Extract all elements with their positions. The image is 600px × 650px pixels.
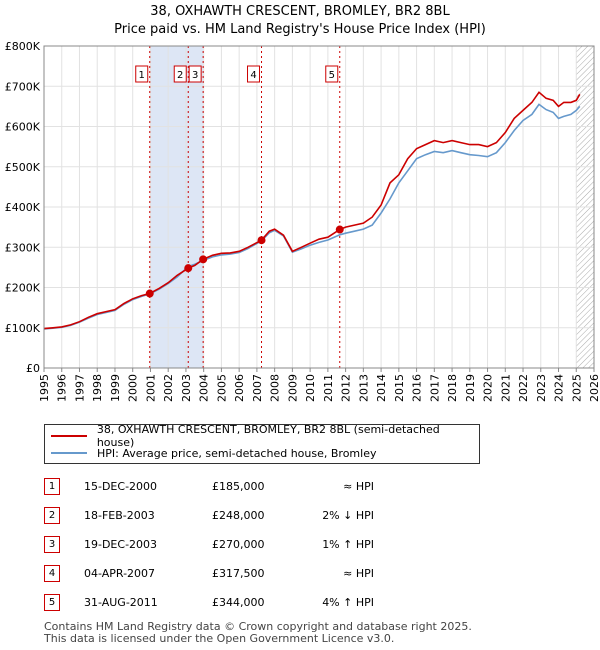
x-tick-label: 1999 <box>109 374 122 402</box>
chart-subtitle: Price paid vs. HM Land Registry's House … <box>114 22 486 37</box>
sale-date: 19-DEC-2003 <box>84 538 158 551</box>
sale-point <box>199 255 208 264</box>
x-tick-label: 2004 <box>198 374 211 402</box>
y-tick-label: £100K <box>5 322 41 335</box>
sale-price: £317,500 <box>212 567 265 580</box>
x-tick-label: 2020 <box>482 374 495 402</box>
sale-label-box <box>135 65 149 83</box>
sale-label-text: 1 <box>139 70 145 81</box>
sale-point <box>335 225 344 234</box>
plot-frame <box>43 45 595 369</box>
sale-hpi-comparison: ≈ HPI <box>343 567 374 580</box>
sale-hpi-comparison: 1% ↑ HPI <box>322 538 374 551</box>
x-tick-label: 2008 <box>269 374 282 402</box>
x-tick-label: 2009 <box>286 374 299 402</box>
sale-badge: 1 <box>44 478 60 495</box>
x-tick-label: 2011 <box>322 374 335 402</box>
sale-badge: 2 <box>44 507 60 524</box>
chart-title: 38, OXHAWTH CRESCENT, BROMLEY, BR2 8BL <box>150 4 450 19</box>
table-row: 4 04-APR-2007 £317,500 ≈ HPI <box>44 559 374 588</box>
x-tick-label: 2021 <box>499 374 512 402</box>
x-tick-label: 1998 <box>91 374 104 402</box>
x-tick-label: 2026 <box>588 374 600 402</box>
x-tick-label: 2014 <box>375 374 388 402</box>
sale-date: 04-APR-2007 <box>84 567 156 580</box>
legend-item-property: 38, OXHAWTH CRESCENT, BROMLEY, BR2 8BL (… <box>51 423 479 449</box>
x-tick-label: 1996 <box>56 374 69 402</box>
footer: Contains HM Land Registry data © Crown c… <box>44 621 472 645</box>
sale-badge: 3 <box>44 536 60 553</box>
x-tick-label: 2015 <box>393 374 406 402</box>
x-tick-label: 2022 <box>517 374 530 402</box>
legend-swatch-hpi <box>51 452 87 454</box>
x-tick-label: 2025 <box>570 374 583 402</box>
x-tick-label: 2013 <box>357 374 370 402</box>
sale-point <box>145 289 154 298</box>
legend-item-hpi: HPI: Average price, semi-detached house,… <box>51 445 376 461</box>
sale-label-box <box>247 65 261 83</box>
footer-licence: This data is licensed under the Open Gov… <box>44 632 395 645</box>
x-tick-label: 2000 <box>127 374 140 402</box>
sale-point <box>184 264 193 273</box>
x-tick-label: 2010 <box>304 374 317 402</box>
legend: 38, OXHAWTH CRESCENT, BROMLEY, BR2 8BL (… <box>44 423 480 464</box>
sale-label-text: 5 <box>329 70 335 81</box>
x-tick-label: 2017 <box>428 374 441 402</box>
x-tick-label: 1995 <box>38 374 51 402</box>
sale-hpi-comparison: ≈ HPI <box>343 480 374 493</box>
y-tick-label: £700K <box>5 80 41 93</box>
sale-label-text: 2 <box>177 70 183 81</box>
sale-hpi-comparison: 2% ↓ HPI <box>322 509 374 522</box>
sale-price: £185,000 <box>212 480 265 493</box>
sale-label-box <box>188 65 202 83</box>
y-tick-label: £600K <box>5 121 41 134</box>
sale-date: 15-DEC-2000 <box>84 480 158 493</box>
sale-label-box <box>325 65 339 83</box>
sale-label-text: 4 <box>250 70 256 81</box>
legend-label-hpi: HPI: Average price, semi-detached house,… <box>97 446 377 460</box>
sale-label-text: 3 <box>192 70 198 81</box>
x-tick-label: 2005 <box>215 374 228 402</box>
x-tick-label: 2012 <box>340 374 353 402</box>
sale-date: 31-AUG-2011 <box>84 596 158 609</box>
x-tick-label: 2023 <box>535 374 548 402</box>
x-tick-label: 2024 <box>553 374 566 402</box>
sale-price: £344,000 <box>212 596 265 609</box>
y-tick-label: £0 <box>26 362 40 375</box>
x-tick-label: 2016 <box>411 374 424 402</box>
y-tick-label: £300K <box>5 241 41 254</box>
table-row: 5 31-AUG-2011 £344,000 4% ↑ HPI <box>44 588 374 617</box>
sale-point <box>257 236 266 245</box>
x-tick-label: 2018 <box>446 374 459 402</box>
x-tick-label: 2002 <box>162 374 175 402</box>
sale-hpi-comparison: 4% ↑ HPI <box>322 596 374 609</box>
price-chart: 1 2 3 4 5£0£100K£200K£300K£400K£500K£600K£70… <box>5 40 600 402</box>
y-tick-label: £500K <box>5 161 41 174</box>
y-tick-label: £800K <box>5 40 41 53</box>
table-row: 1 15-DEC-2000 £185,000 ≈ HPI <box>44 472 374 501</box>
sale-badge: 5 <box>44 594 60 611</box>
x-tick-label: 2006 <box>233 374 246 402</box>
footer-copyright: Contains HM Land Registry data © Crown c… <box>44 620 472 633</box>
legend-swatch-property <box>51 435 87 437</box>
x-tick-label: 2001 <box>144 374 157 402</box>
x-tick-label: 2003 <box>180 374 193 402</box>
sales-table: 1 15-DEC-2000 £185,000 ≈ HPI 2 18-FEB-20… <box>44 472 374 617</box>
property-price-line <box>43 91 581 330</box>
table-row: 2 18-FEB-2003 £248,000 2% ↓ HPI <box>44 501 374 530</box>
sale-date: 18-FEB-2003 <box>84 509 155 522</box>
table-row: 3 19-DEC-2003 £270,000 1% ↑ HPI <box>44 530 374 559</box>
sale-price: £270,000 <box>212 538 265 551</box>
x-tick-label: 2007 <box>251 374 264 402</box>
sale-price: £248,000 <box>212 509 265 522</box>
sale-label-box <box>173 65 187 83</box>
y-tick-label: £400K <box>5 201 41 214</box>
x-tick-label: 1997 <box>73 374 86 402</box>
legend-label-property: 38, OXHAWTH CRESCENT, BROMLEY, BR2 8BL (… <box>96 423 440 449</box>
sale-badge: 4 <box>44 565 60 582</box>
x-tick-label: 2019 <box>464 374 477 402</box>
y-tick-label: £200K <box>5 282 41 295</box>
